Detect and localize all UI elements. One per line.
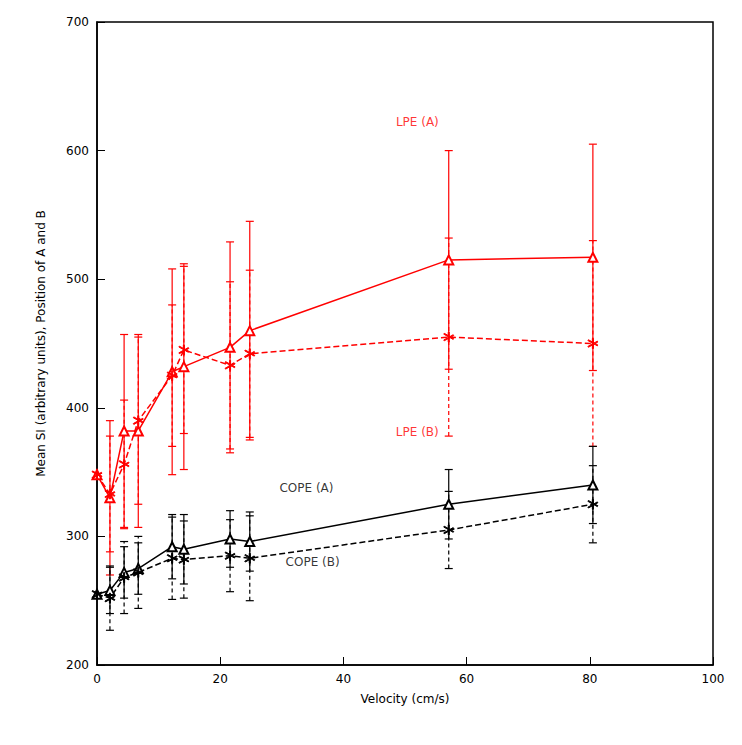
svg-text:400: 400	[66, 401, 89, 415]
svg-text:COPE (B): COPE (B)	[286, 555, 340, 569]
svg-text:LPE (A): LPE (A)	[396, 115, 439, 129]
svg-text:200: 200	[66, 658, 89, 672]
svg-text:Mean SI (arbitrary units), Pos: Mean SI (arbitrary units), Position of A…	[34, 210, 48, 477]
svg-text:300: 300	[66, 529, 89, 543]
svg-text:600: 600	[66, 144, 89, 158]
svg-text:0: 0	[93, 672, 101, 686]
svg-text:COPE (A): COPE (A)	[279, 481, 333, 495]
svg-text:100: 100	[702, 672, 725, 686]
svg-text:80: 80	[582, 672, 597, 686]
svg-text:40: 40	[336, 672, 351, 686]
svg-text:LPE (B): LPE (B)	[396, 425, 439, 439]
svg-text:60: 60	[459, 672, 474, 686]
svg-text:500: 500	[66, 272, 89, 286]
svg-text:20: 20	[213, 672, 228, 686]
svg-text:700: 700	[66, 15, 89, 29]
svg-text:Velocity (cm/s): Velocity (cm/s)	[361, 692, 450, 706]
